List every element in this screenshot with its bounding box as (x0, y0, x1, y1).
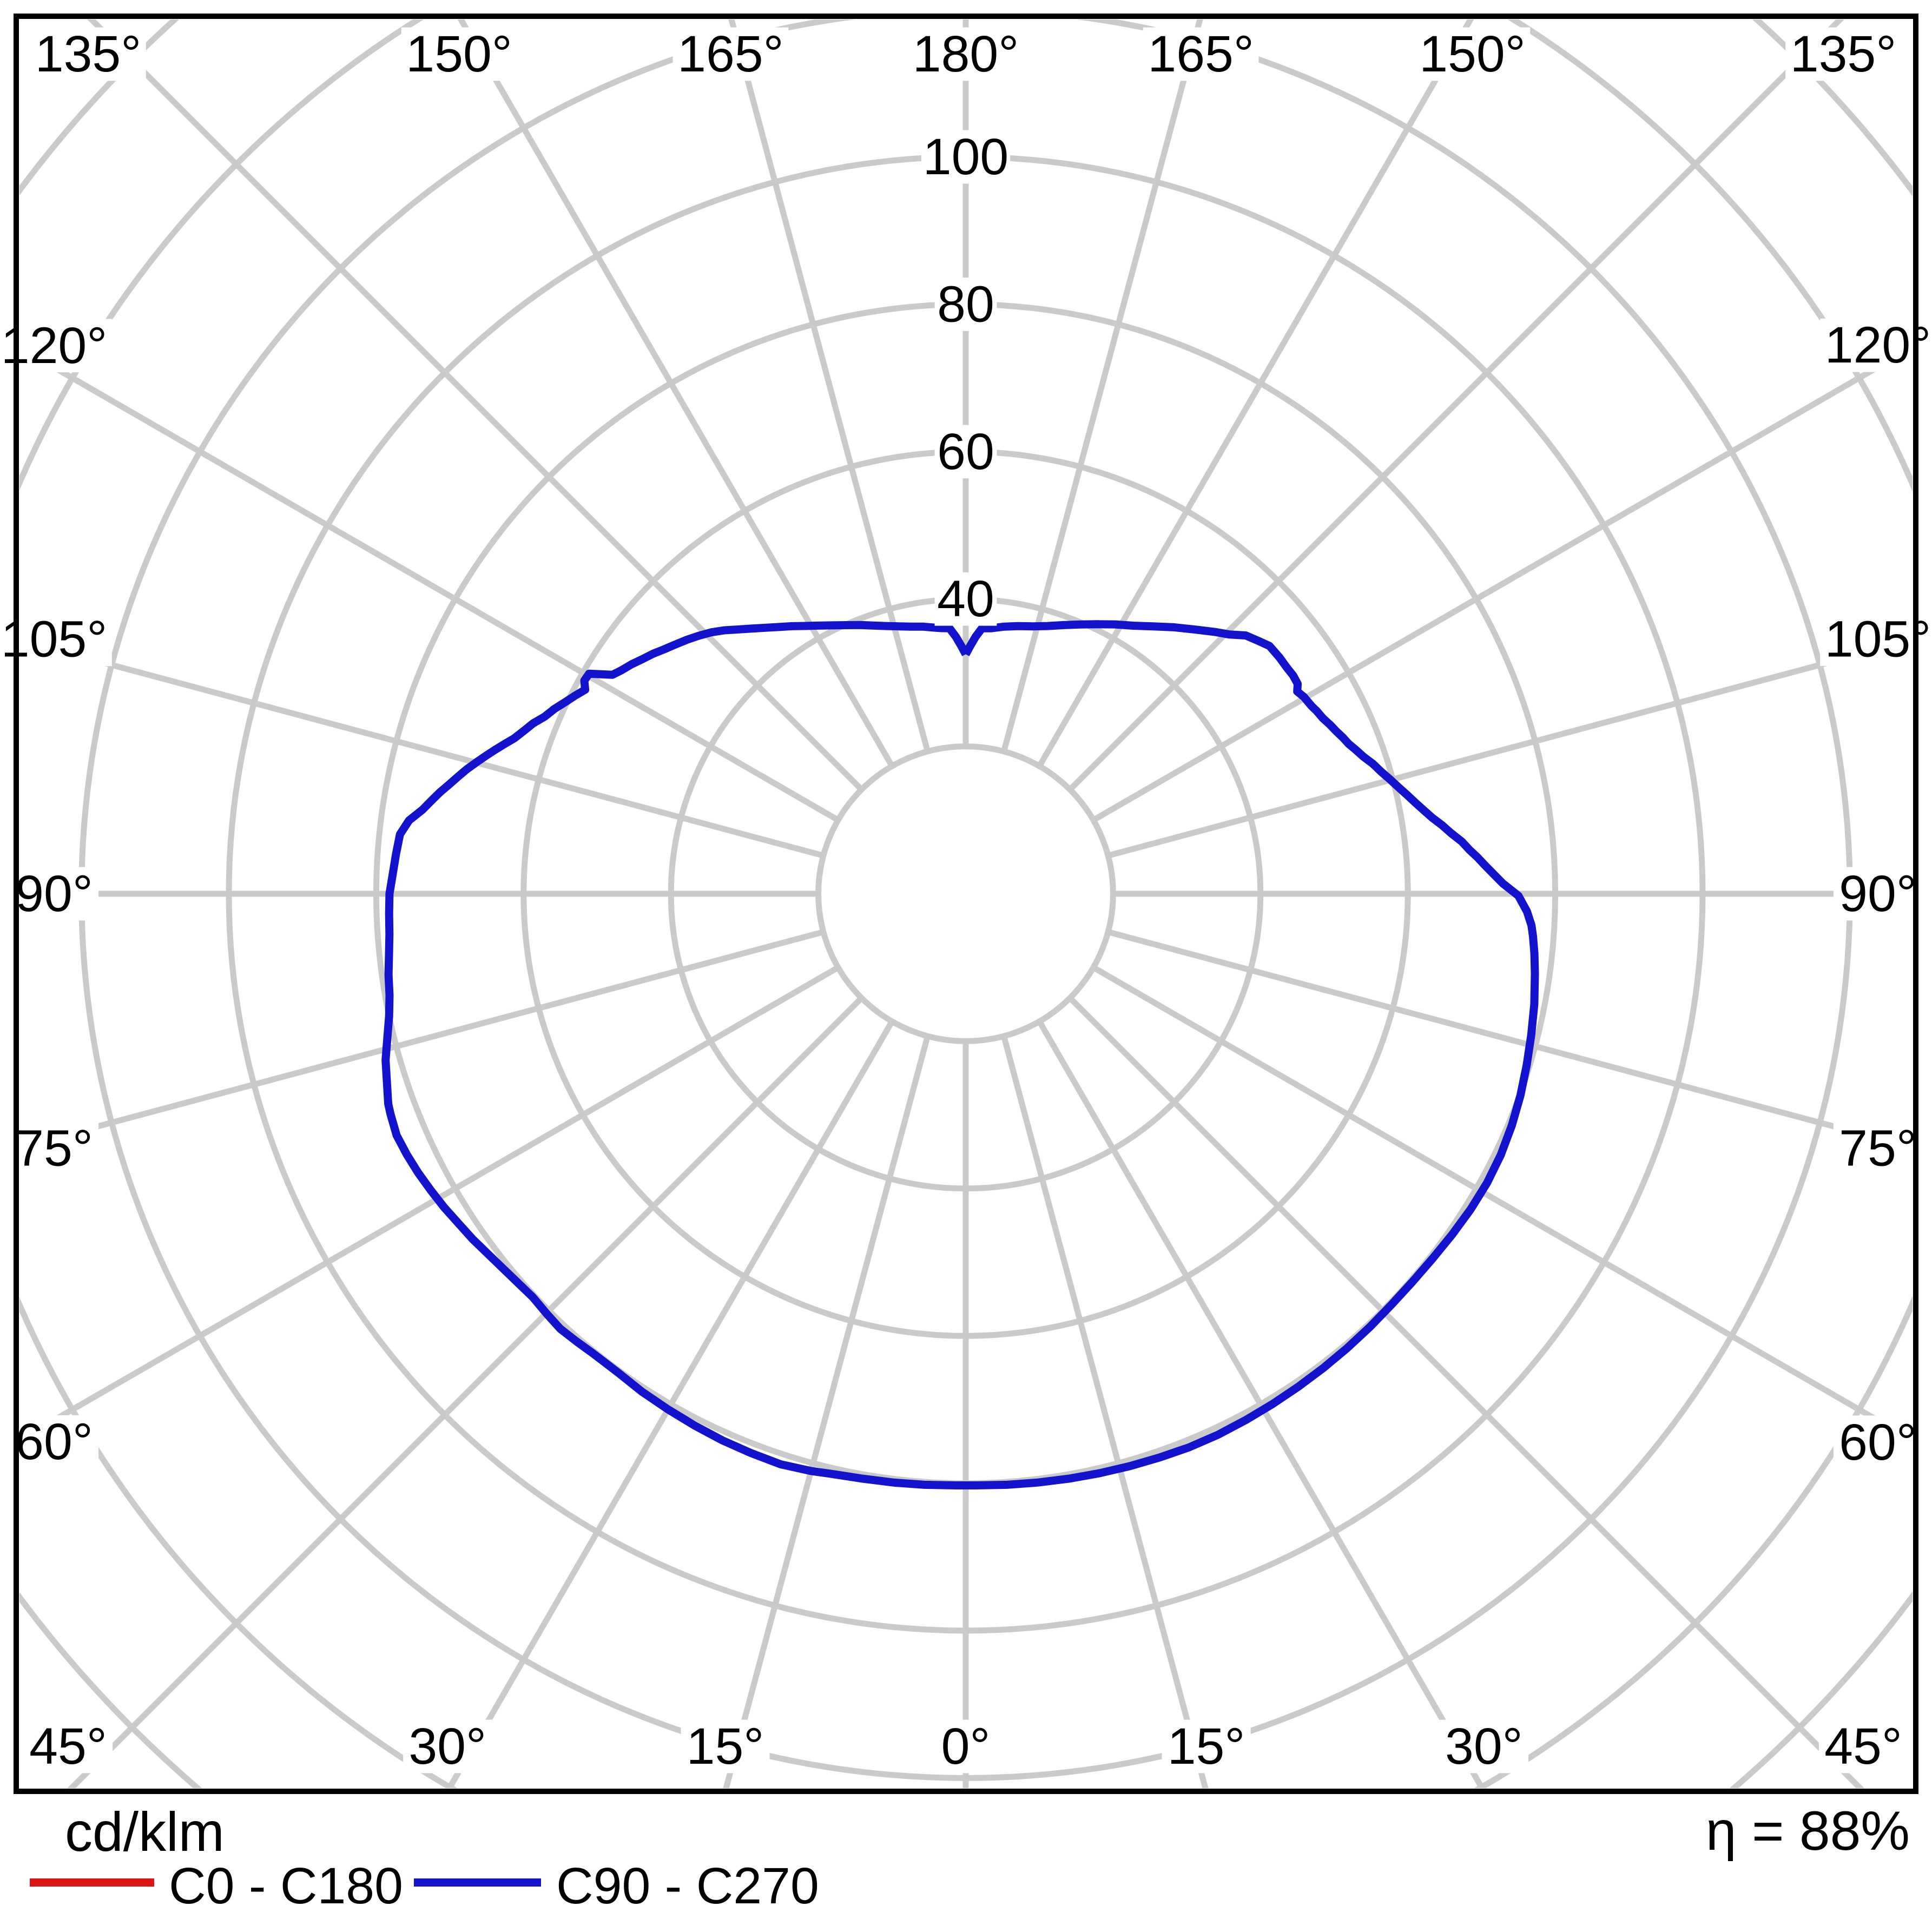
grid-radial-line (1107, 929, 1913, 1151)
grid-radial-line (67, 995, 864, 1788)
angle-label-165L-bg (672, 27, 789, 81)
angle-label-135L: 135° (35, 25, 142, 83)
grid-radial-line (19, 929, 825, 1151)
chart-labels: 180°165° 165°150° 150°135° 135°120° 120°105°… (0, 25, 1932, 1775)
radial-tick-60: 60 (937, 423, 994, 480)
grid-radial-line (1092, 344, 1913, 823)
angle-label-30L-bg (403, 1719, 492, 1773)
angle-label-90L: 90° (15, 865, 93, 922)
grid-radial-line (1037, 1020, 1486, 1788)
grid-radial-line (446, 1020, 895, 1788)
grid-radial-line (1001, 19, 1203, 753)
radial-tick-40: 40 (937, 570, 994, 628)
angle-label-90L-bg (9, 867, 99, 921)
grid-radial-line (19, 965, 840, 1444)
angle-label-30L: 30° (408, 1718, 486, 1775)
grid-radial-line (19, 344, 840, 823)
angle-label-60L: 60° (15, 1413, 93, 1471)
angle-label-75L: 75° (15, 1119, 93, 1177)
angle-label-45L-bg (23, 1719, 113, 1773)
angle-label-165L: 165° (677, 25, 784, 83)
angle-label-150R-bg (1414, 27, 1531, 81)
angle-label-0C-bg (934, 1719, 997, 1773)
radial-tick-80-bg (934, 278, 997, 331)
angle-label-75R: 75° (1839, 1120, 1917, 1177)
angle-label-30R: 30° (1445, 1718, 1523, 1775)
angle-label-45L: 45° (29, 1718, 107, 1775)
angle-label-75R-bg (1833, 1122, 1923, 1175)
angle-label-165R: 165° (1148, 25, 1254, 83)
angle-label-75L-bg (9, 1121, 99, 1175)
radial-tick-80: 80 (937, 275, 994, 333)
angle-label-90R: 90° (1839, 865, 1917, 922)
grid-radial-line (1107, 637, 1913, 859)
grid-radial-line (87, 19, 864, 792)
grid-radial-line (457, 19, 895, 768)
angle-label-45R: 45° (1824, 1718, 1902, 1775)
angle-label-60R: 60° (1839, 1414, 1917, 1471)
curve-C90-C270 (381, 620, 1539, 1489)
grid-radial-line (728, 19, 931, 753)
legend-label-c90-c270: C90 - C270 (556, 1857, 819, 1915)
grid-ring-20 (815, 743, 1116, 1044)
radial-tick-40-bg (934, 572, 997, 626)
angle-label-150R: 150° (1419, 25, 1526, 83)
angle-label-135L-bg (30, 27, 146, 81)
grid-radial-line (1067, 995, 1864, 1788)
angle-label-0C: 0° (941, 1718, 991, 1775)
angle-label-45R-bg (1818, 1719, 1908, 1773)
grid-radial-line (1001, 1035, 1209, 1788)
angle-label-180C-bg (908, 27, 1024, 81)
angle-label-150L-bg (401, 27, 517, 81)
angle-label-150L: 150° (406, 25, 512, 83)
grid-radial-line (1067, 19, 1844, 792)
legend-label-c0-c180: C0 - C180 (169, 1857, 403, 1915)
grid-radial-line (1092, 965, 1913, 1444)
grid-radial-line (723, 1035, 931, 1788)
angle-label-60L-bg (9, 1415, 99, 1469)
angle-label-15R: 15° (1168, 1718, 1245, 1775)
angle-label-15R-bg (1162, 1719, 1251, 1773)
grid-radial-line (19, 637, 825, 859)
legend-swatch-c90-c270 (414, 1878, 541, 1887)
legend-swatch-c0-c180 (30, 1878, 154, 1887)
angle-label-165R-bg (1143, 27, 1259, 81)
angle-label-135R: 135° (1790, 25, 1897, 83)
units-label: cd/klm (65, 1801, 225, 1863)
angle-label-60R-bg (1833, 1415, 1923, 1469)
plot-border (14, 14, 1918, 1794)
radial-tick-100-bg (921, 130, 1011, 184)
angle-label-135R-bg (1785, 27, 1901, 81)
efficiency-label: η = 88% (1705, 1800, 1910, 1862)
angle-label-180C: 180° (913, 25, 1019, 83)
angle-label-90R-bg (1833, 867, 1923, 921)
angle-label-15L: 15° (687, 1718, 764, 1775)
angle-label-30R-bg (1439, 1719, 1528, 1773)
radial-tick-60-bg (934, 425, 997, 479)
angle-label-15L-bg (681, 1719, 770, 1773)
grid-radial-line (1037, 19, 1474, 768)
radial-tick-100: 100 (923, 128, 1009, 186)
